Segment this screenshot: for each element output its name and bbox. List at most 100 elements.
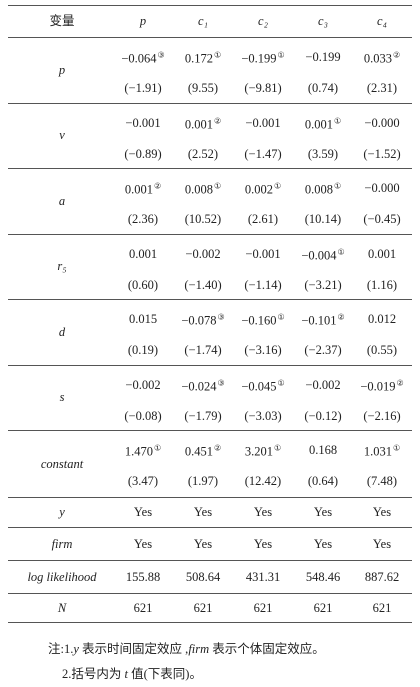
t-value: (−1.52) xyxy=(363,146,401,161)
coef-cell: −0.024③ xyxy=(181,375,224,394)
coef-value: −0.019 xyxy=(360,379,396,393)
row-label: a xyxy=(58,193,66,208)
rule xyxy=(8,168,412,169)
coef-value: 0.001 xyxy=(184,117,213,131)
row-label: p xyxy=(58,62,66,77)
coef-cell: −0.199① xyxy=(241,48,284,67)
coef-cell: 0.001 xyxy=(129,246,157,262)
t-value: (−1.14) xyxy=(244,277,282,292)
t-value: (−3.16) xyxy=(244,343,282,357)
t-value: (−1.79) xyxy=(184,408,222,423)
coef-value: −0.160 xyxy=(241,313,277,328)
coef-cell: 0.012 xyxy=(368,311,396,327)
t-value: (10.14) xyxy=(304,212,342,226)
header-cell: 变量 xyxy=(49,14,75,28)
significance: ① xyxy=(273,181,282,191)
header-cell: c₄ xyxy=(377,14,387,28)
row-label: firm xyxy=(51,536,73,551)
t-value: (2.61) xyxy=(247,212,279,226)
t-value: (−0.45) xyxy=(363,212,401,226)
coef-cell: −0.019② xyxy=(360,375,403,394)
coef-value: −0.001 xyxy=(245,246,281,261)
rule xyxy=(8,37,412,38)
coef-cell: 1.470① xyxy=(125,441,161,460)
row-label: r₅ xyxy=(57,259,67,274)
rule xyxy=(8,593,412,594)
t-value: (3.47) xyxy=(127,474,159,488)
coef-cell: 0.001 xyxy=(368,246,396,262)
coef-value: −0.045 xyxy=(241,379,277,393)
t-value: (0.55) xyxy=(366,343,398,357)
t-value: (−2.37) xyxy=(304,343,342,357)
t-value: (12.42) xyxy=(244,474,282,488)
coef-cell: 0.451② xyxy=(185,441,221,460)
t-value: (0.64) xyxy=(307,474,339,488)
significance: ① xyxy=(277,50,285,60)
cell: 621 xyxy=(253,600,273,615)
coef-value: −0.000 xyxy=(364,115,400,130)
coef-cell: 0.172① xyxy=(185,48,221,67)
coef-value: 0.002 xyxy=(244,182,273,197)
coef-value: −0.002 xyxy=(125,377,161,392)
significance: ① xyxy=(333,181,342,191)
significance: ① xyxy=(337,247,345,256)
coef-value: 0.001 xyxy=(124,182,153,197)
coef-cell: −0.160① xyxy=(241,310,284,329)
row-label: log likelihood xyxy=(27,569,97,584)
row-label: constant xyxy=(40,456,84,471)
note-text: firm xyxy=(188,642,210,656)
significance: ② xyxy=(213,116,222,125)
rule xyxy=(8,233,412,235)
coef-cell: −0.045① xyxy=(241,375,284,394)
t-value: (−1.47) xyxy=(244,146,282,161)
t-value: (−3.03) xyxy=(244,408,282,423)
significance: ② xyxy=(392,50,401,60)
coef-value: −0.199 xyxy=(305,50,341,64)
cell: 548.46 xyxy=(305,569,341,584)
cell: Yes xyxy=(133,505,153,519)
coef-cell: 3.201① xyxy=(245,441,281,460)
cell: 887.62 xyxy=(364,569,400,584)
t-value: (1.16) xyxy=(366,277,398,292)
significance: ② xyxy=(337,312,345,322)
cell: Yes xyxy=(253,505,273,519)
coef-value: 0.451 xyxy=(184,444,213,459)
significance: ① xyxy=(153,443,162,453)
coef-value: 3.201 xyxy=(244,444,273,459)
coef-value: 0.001 xyxy=(304,117,333,131)
rule xyxy=(8,527,412,528)
note-text: 值(下表同)。 xyxy=(128,667,202,681)
t-value: (−1.74) xyxy=(184,343,222,357)
coef-value: −0.064 xyxy=(121,51,157,66)
coef-value: −0.002 xyxy=(305,377,341,392)
row-label: v xyxy=(59,128,65,143)
coef-value: −0.001 xyxy=(125,115,161,130)
significance: ① xyxy=(277,378,285,387)
coef-cell: 0.008① xyxy=(185,179,221,198)
coef-value: 0.001 xyxy=(367,246,397,261)
t-value: (1.97) xyxy=(187,474,219,488)
row-label: N xyxy=(57,600,67,615)
t-value: (0.19) xyxy=(127,343,159,357)
cell: Yes xyxy=(313,505,333,519)
coef-value: 0.015 xyxy=(128,312,158,326)
coef-value: −0.078 xyxy=(181,313,217,328)
note: 注:1.y 表示时间固定效应 ,firm 表示个体固定效应。 xyxy=(48,638,325,657)
rule xyxy=(8,102,412,104)
coef-value: −0.101 xyxy=(301,313,337,328)
cell: 621 xyxy=(133,600,153,615)
note: 2.括号内为 t 值(下表同)。 xyxy=(62,663,202,682)
row-label: d xyxy=(58,324,66,339)
coef-cell: 0.001② xyxy=(185,113,221,132)
t-value: (0.74) xyxy=(307,81,339,95)
t-value: (−0.08) xyxy=(124,408,162,423)
coef-value: −0.002 xyxy=(185,246,221,261)
cell: Yes xyxy=(253,536,273,551)
t-value: (−0.89) xyxy=(124,146,162,161)
coef-cell: −0.101② xyxy=(301,310,344,329)
significance: ① xyxy=(213,181,222,191)
significance: ② xyxy=(153,181,162,191)
coef-value: 0.168 xyxy=(308,443,338,457)
cell: 155.88 xyxy=(125,569,161,584)
rule xyxy=(8,622,412,623)
